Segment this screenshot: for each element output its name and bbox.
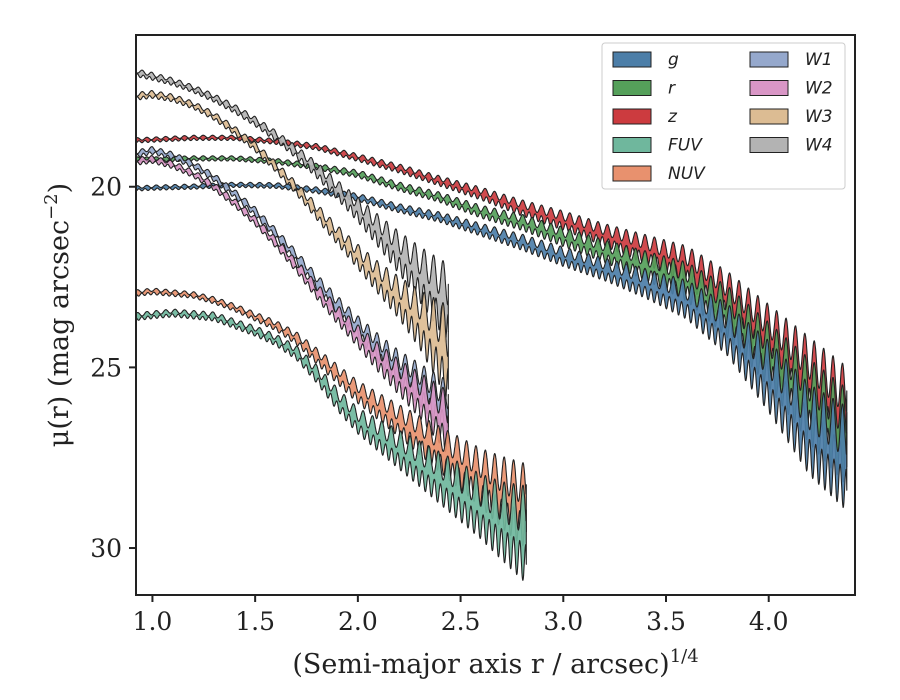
plot-frame [135, 34, 856, 596]
x-tick-label: 2.5 [441, 607, 481, 636]
legend-swatch-fuv [612, 137, 652, 153]
legend-swatch-r [612, 80, 652, 96]
legend-swatch-nuv [612, 165, 652, 182]
y-axis-label-text: μ(r) (mag arcsec [44, 220, 75, 447]
legend-label-r: r [668, 79, 676, 99]
x-tick-label: 3.0 [543, 607, 583, 636]
x-axis-label-text: (Semi-major axis r / arcsec) [292, 649, 669, 680]
x-tick-label: 2.0 [338, 607, 378, 636]
legend-label-z: z [667, 107, 678, 127]
x-axis-label: (Semi-major axis r / arcsec)1/4 [292, 646, 698, 680]
legend-label-w1: W1 [805, 50, 833, 70]
y-axis-label-close: ) [44, 183, 75, 194]
legend-label-w3: W3 [805, 107, 833, 127]
legend-swatch-z [612, 108, 652, 125]
y-axis-ticks: 20 25 30 [90, 173, 136, 563]
legend-label-w2: W2 [805, 79, 833, 99]
y-tick-label: 20 [90, 173, 122, 202]
x-axis-label-exponent: 1/4 [670, 646, 699, 667]
x-tick-label: 3.5 [646, 607, 686, 636]
y-axis-label-exponent: −2 [41, 193, 62, 220]
legend: grz FUV NUV W1 W2 W3 W4 [601, 42, 846, 190]
legend-swatch-w2 [749, 80, 789, 96]
y-tick-label: 25 [90, 353, 122, 382]
y-axis-label: μ(r) (mag arcsec−2) [41, 183, 75, 447]
series-band-w3 [136, 90, 449, 402]
legend-label-nuv: NUV [668, 164, 706, 184]
legend-swatch-w3 [749, 108, 789, 125]
x-tick-label: 1.5 [235, 607, 275, 636]
y-tick-label: 30 [90, 534, 122, 563]
series-band-fuv [136, 308, 527, 581]
legend-swatch-g [612, 51, 652, 68]
legend-swatch-w1 [749, 51, 789, 68]
legend-label-g: g [668, 50, 679, 70]
series-layer [136, 69, 848, 581]
legend-label-w4: W4 [805, 136, 833, 156]
legend-label-fuv: FUV [668, 136, 703, 156]
x-tick-label: 1.0 [133, 607, 173, 636]
x-axis-ticks: 1.0 1.5 2.0 2.5 3.0 3.5 4.0 [133, 595, 789, 636]
legend-swatch-w4 [749, 137, 789, 153]
x-tick-label: 4.0 [749, 607, 789, 636]
